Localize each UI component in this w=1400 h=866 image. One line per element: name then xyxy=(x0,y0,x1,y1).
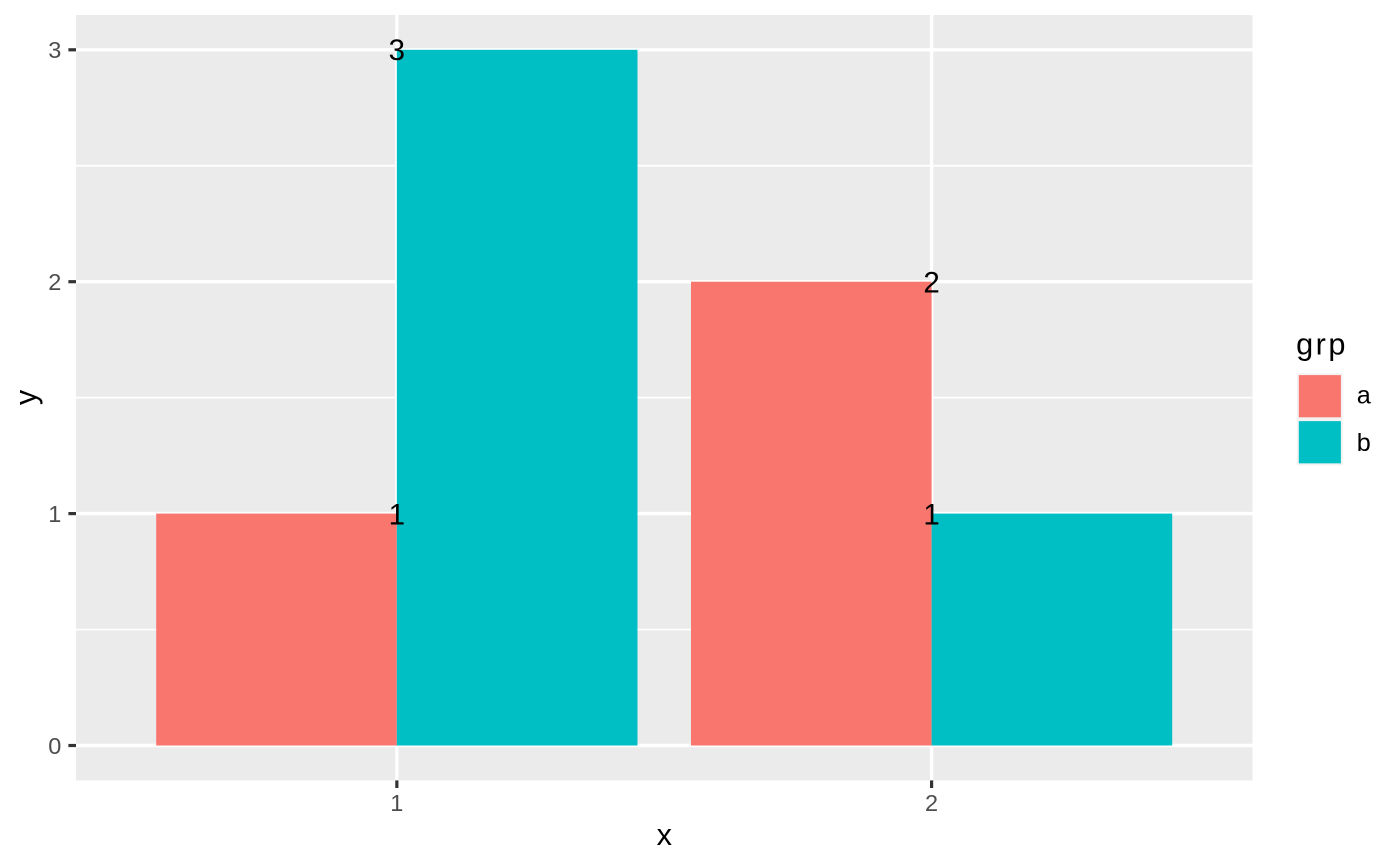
svg-text:1: 1 xyxy=(390,790,403,816)
svg-text:x: x xyxy=(657,817,673,852)
svg-text:a: a xyxy=(1357,381,1372,409)
svg-text:1: 1 xyxy=(389,498,405,531)
svg-text:y: y xyxy=(8,389,43,405)
svg-text:2: 2 xyxy=(923,266,939,299)
svg-text:0: 0 xyxy=(48,733,61,759)
svg-text:2: 2 xyxy=(925,790,938,816)
svg-text:1: 1 xyxy=(48,501,61,527)
svg-text:grp: grp xyxy=(1296,326,1348,361)
svg-text:3: 3 xyxy=(389,34,405,67)
svg-text:3: 3 xyxy=(48,37,61,63)
svg-text:2: 2 xyxy=(48,269,61,295)
svg-text:1: 1 xyxy=(923,498,939,531)
svg-text:b: b xyxy=(1357,429,1371,457)
